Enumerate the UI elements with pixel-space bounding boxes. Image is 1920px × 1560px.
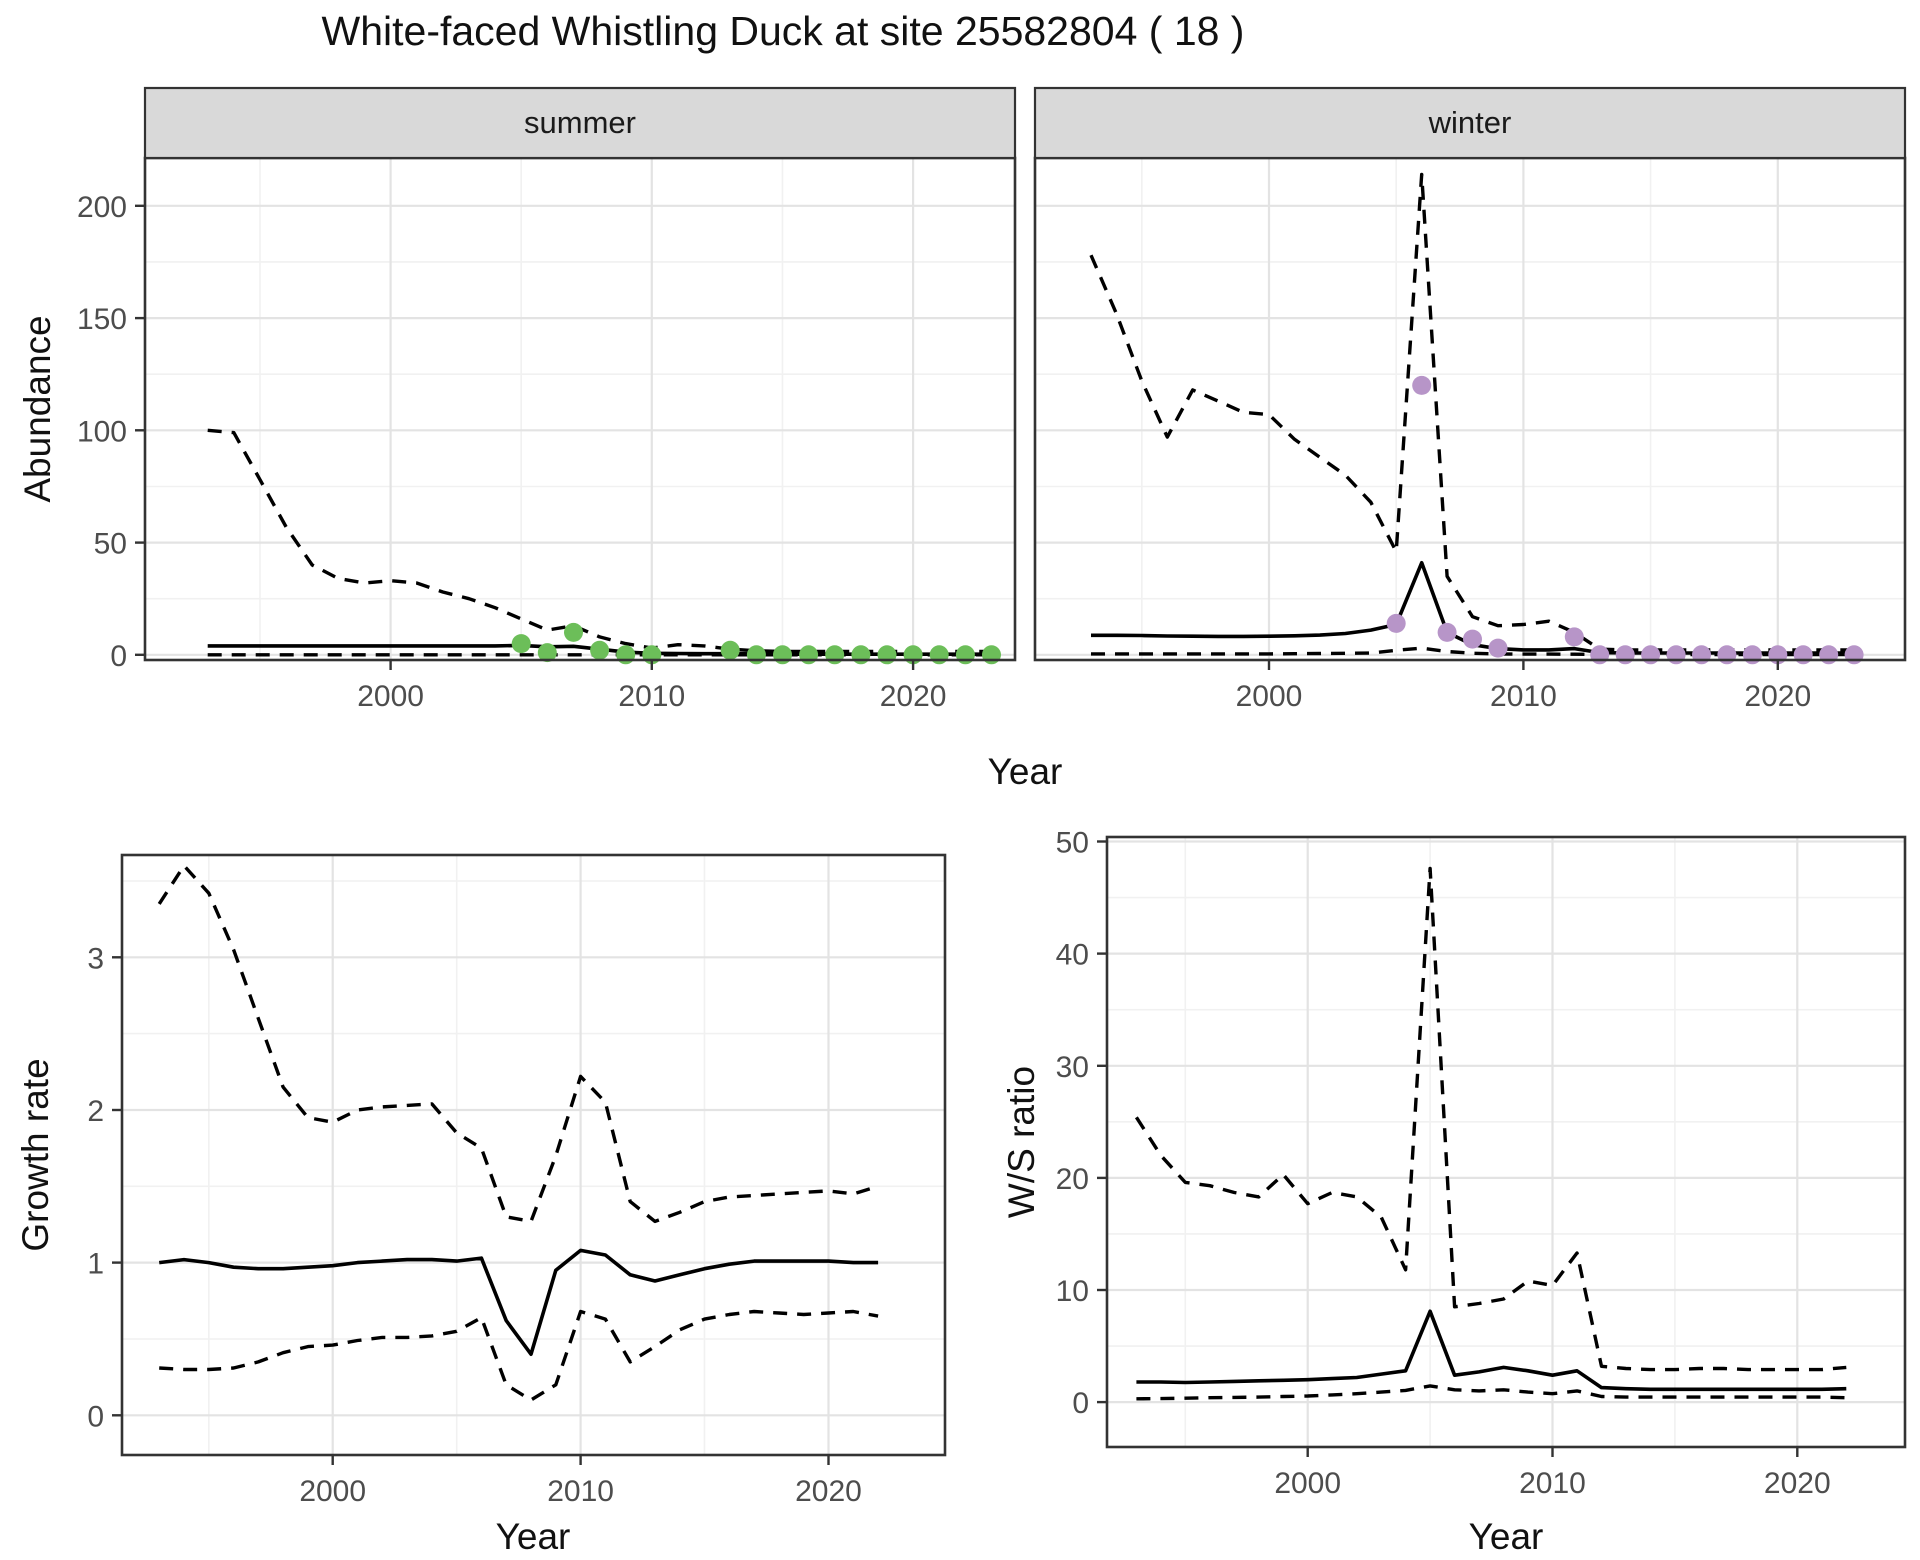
panel-background <box>1035 158 1905 660</box>
panel-ws: 2000 2010 2020 0 10 20 30 40 50 <box>1056 827 1907 1500</box>
panel-growth: 2000 2010 2020 0 1 2 3 <box>87 853 947 1508</box>
winter-observation-point <box>1615 645 1635 665</box>
summer-observation-point <box>537 643 557 663</box>
y-tick-label: 1 <box>87 1248 104 1281</box>
y-axis-title-ws-ratio: W/S ratio <box>1001 1065 1042 1219</box>
winter-observation-point <box>1386 613 1406 633</box>
x-tick-label: 2020 <box>1744 680 1811 713</box>
x-tick-label: 2000 <box>1236 680 1303 713</box>
winter-observation-point <box>1488 638 1508 658</box>
winter-observation-point <box>1463 629 1482 649</box>
winter-observation-point <box>1717 645 1737 665</box>
panel-winter: 2000 2010 2020 <box>1033 86 1907 713</box>
winter-observation-point <box>1564 627 1584 647</box>
y-tick-label: 30 <box>1056 1051 1089 1084</box>
x-tick-label: 2000 <box>1274 1467 1341 1500</box>
panel-background <box>1107 837 1905 1447</box>
x-axis-title-year-ws: Year <box>1468 1516 1544 1557</box>
summer-observation-point <box>929 645 949 665</box>
y-tick-label: 0 <box>110 640 127 673</box>
winter-observation-point <box>1819 645 1839 665</box>
x-tick-label: 2020 <box>795 1475 862 1508</box>
winter-observation-point <box>1692 645 1711 665</box>
x-tick-label: 2010 <box>547 1475 614 1508</box>
y-tick-label: 40 <box>1056 939 1089 972</box>
summer-observation-point <box>877 645 897 665</box>
summer-observation-point <box>825 645 845 665</box>
summer-observation-point <box>982 645 1001 665</box>
x-tick-label: 2010 <box>1519 1467 1586 1500</box>
winter-observation-point <box>1666 645 1686 665</box>
y-tick-label: 3 <box>87 942 104 975</box>
facet-strip-label-summer: summer <box>524 105 636 140</box>
summer-observation-point <box>720 640 740 660</box>
x-tick-label: 2010 <box>1490 680 1557 713</box>
growth-upper_ci-line <box>157 864 879 1224</box>
y-tick-label: 20 <box>1056 1163 1089 1196</box>
growth-lower_ci-line <box>159 1309 879 1402</box>
ws-median-line <box>1136 1309 1847 1392</box>
facet-strip <box>143 86 1017 160</box>
facet-strip-label-winter: winter <box>1428 105 1512 140</box>
x-tick-label: 2020 <box>1764 1467 1831 1500</box>
x-tick-label: 2010 <box>618 680 685 713</box>
winter-observation-point <box>1412 375 1432 395</box>
y-axis-title-growth-rate: Growth rate <box>15 1058 56 1252</box>
ws-upper_ci-line <box>1134 866 1847 1372</box>
winter-observation-point <box>1437 622 1457 642</box>
panel-background <box>145 158 1015 660</box>
winter-observation-point <box>1844 645 1864 665</box>
summer-observation-point <box>773 645 792 665</box>
summer-observation-point <box>590 640 610 660</box>
x-axis-title-year-top: Year <box>987 751 1063 792</box>
winter-observation-point <box>1590 645 1610 665</box>
summer-observation-point <box>616 645 636 665</box>
summer-observation-point <box>851 645 871 665</box>
panel-summer: 2000 2010 2020 0 50 100 150 200 <box>77 86 1017 713</box>
y-tick-label: 2 <box>87 1095 104 1128</box>
summer-observation-point <box>955 645 975 665</box>
x-axis-title-year-growth: Year <box>495 1516 571 1557</box>
y-tick-label: 0 <box>1072 1387 1089 1420</box>
chart-title: White-faced Whistling Duck at site 25582… <box>321 8 1245 54</box>
y-tick-label: 10 <box>1056 1275 1089 1308</box>
growth-median-line <box>158 1248 879 1356</box>
summer-observation-point <box>799 645 819 665</box>
y-tick-label: 200 <box>77 191 127 224</box>
winter-observation-point <box>1742 645 1762 665</box>
y-tick-label: 100 <box>77 415 127 448</box>
y-tick-label: 150 <box>77 303 127 336</box>
panel-border <box>120 853 947 1457</box>
x-tick-label: 2000 <box>357 680 424 713</box>
y-tick-label: 0 <box>87 1400 104 1433</box>
panel-background <box>122 855 945 1455</box>
y-tick-label: 50 <box>94 528 127 561</box>
x-tick-label: 2000 <box>299 1475 366 1508</box>
facet-strip <box>1033 86 1907 160</box>
winter-observation-point <box>1641 645 1661 665</box>
summer-observation-point <box>746 645 766 665</box>
y-tick-label: 50 <box>1056 827 1089 860</box>
winter-observation-point <box>1793 645 1813 665</box>
summer-observation-point <box>564 622 583 642</box>
y-axis-title-abundance: Abundance <box>17 315 58 503</box>
summer-observation-point <box>511 634 531 654</box>
panel-border <box>1105 835 1907 1449</box>
x-tick-label: 2020 <box>880 680 947 713</box>
